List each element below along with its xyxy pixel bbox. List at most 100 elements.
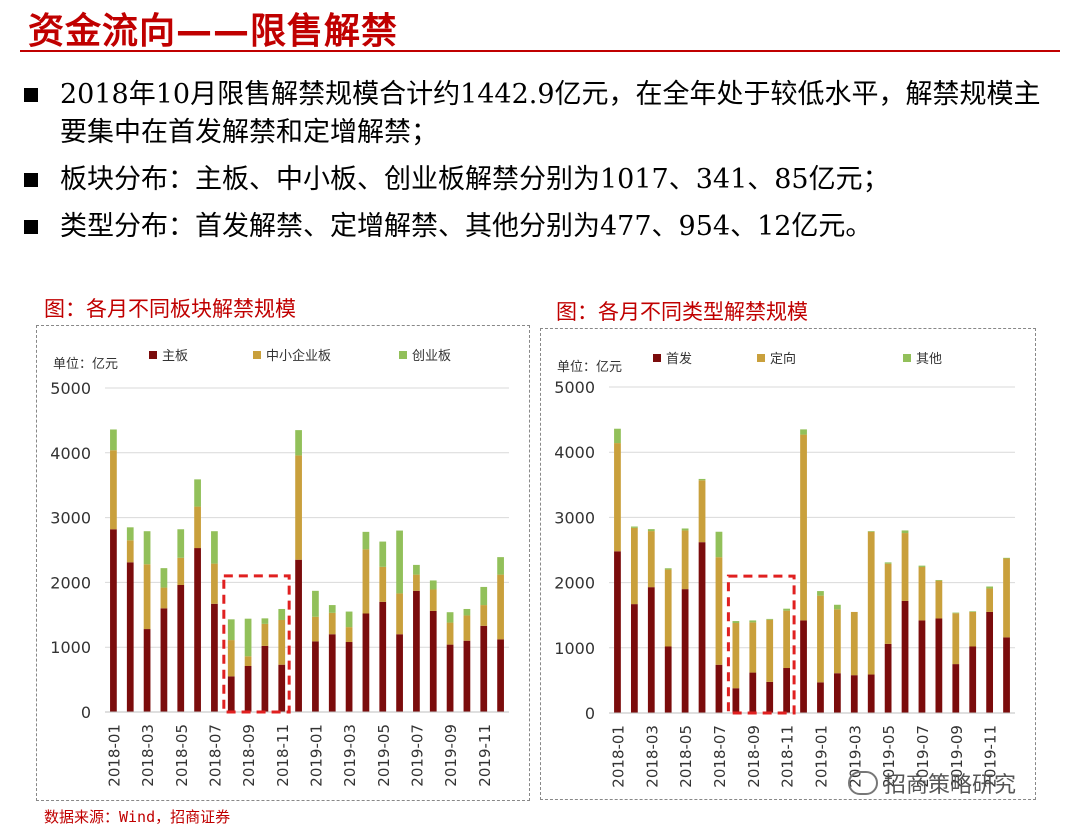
bar-segment — [177, 557, 185, 585]
bar-segment — [918, 620, 926, 713]
bar-segment — [463, 615, 471, 641]
wechat-icon — [848, 771, 878, 795]
bar-segment — [698, 480, 706, 543]
bar-segment — [261, 645, 269, 712]
bar-segment — [614, 443, 621, 552]
x-tick-label: 2018-11 — [274, 724, 292, 787]
bar-segment — [630, 527, 638, 605]
bar-segment — [647, 529, 655, 532]
bar-segment — [698, 542, 706, 713]
y-tick-label: 1000 — [50, 638, 91, 657]
bar-segment — [766, 618, 774, 620]
legend-label: 中小企业板 — [266, 348, 331, 364]
bar-segment — [630, 526, 638, 528]
x-tick-label: 2019-05 — [375, 724, 393, 787]
bar-segment — [783, 668, 791, 713]
bar-segment — [817, 591, 824, 596]
y-tick-label: 4000 — [554, 443, 595, 462]
bar-segment — [177, 529, 185, 558]
bar-segment — [429, 580, 437, 590]
bar-segment — [160, 587, 168, 609]
bar-segment — [935, 618, 943, 713]
bullet-text: 板块分布：主板、中小板、创业板解禁分别为1017、341、85亿元； — [60, 164, 890, 195]
bar-segment — [867, 674, 875, 713]
chart-type-svg: 0 1000 2000 3000 4000 5000 单位：亿元 首发 定向 其他 2018-01 2… — [554, 351, 1015, 788]
bar-segment — [480, 625, 488, 712]
y-tick-label: 3000 — [554, 508, 595, 527]
bullet-item: 2018年10月限售解禁规模合计约1442.9亿元，在全年处于较低水平，解禁规模… — [20, 76, 1065, 152]
bar-segment — [884, 562, 892, 564]
bar-segment — [244, 618, 252, 657]
bar-segment — [817, 682, 824, 713]
bar-segment — [952, 664, 960, 713]
bar-segment — [901, 600, 909, 713]
bar-segment — [446, 612, 454, 623]
bar-segment — [413, 564, 420, 575]
chart-title-type: 图：各月不同类型解禁规模 — [556, 300, 808, 324]
bar-segment — [278, 619, 286, 665]
bar-segment — [463, 640, 471, 712]
bullet-square-icon — [24, 220, 38, 234]
bar-segment — [379, 541, 387, 567]
y-tick-label: 5000 — [554, 378, 595, 397]
bar-segment — [194, 479, 201, 507]
legend-label: 创业板 — [412, 349, 451, 364]
bar-segment — [110, 450, 117, 530]
bar-segment — [732, 621, 740, 624]
y-tick-label: 4000 — [50, 444, 91, 463]
title-rule — [20, 50, 1060, 52]
bar-segment — [379, 566, 387, 602]
bar-segment — [800, 620, 807, 713]
bar-segment — [664, 569, 672, 647]
bar-segment — [362, 613, 370, 712]
bar-segment — [918, 565, 926, 567]
bar-segment — [345, 611, 353, 628]
bar-segment — [126, 527, 134, 541]
legend-swatch — [253, 351, 261, 359]
bar-segment — [783, 608, 791, 611]
legend-swatch — [757, 354, 765, 362]
bar-segment — [952, 612, 960, 614]
legend-label: 其他 — [916, 352, 942, 367]
bar-segment — [211, 531, 218, 564]
bar-segment — [278, 664, 286, 712]
bar-segment — [833, 609, 841, 674]
bar-segment — [901, 530, 909, 534]
highlight-box — [726, 574, 796, 715]
bar-segment — [647, 587, 655, 713]
bar-segment — [681, 528, 689, 531]
x-tick-label: 2018-01 — [105, 724, 123, 787]
bar-segment — [396, 530, 403, 594]
bar-segment — [884, 563, 892, 644]
bar-segment — [935, 580, 943, 619]
bar-segment — [867, 531, 875, 532]
bar-segment — [429, 589, 437, 611]
highlight-box — [222, 574, 291, 714]
bar-segment — [800, 429, 807, 435]
bullet-list: 2018年10月限售解禁规模合计约1442.9亿元，在全年处于较低水平，解禁规模… — [20, 76, 1065, 255]
bar-segment — [396, 634, 403, 712]
bar-segment — [261, 623, 269, 646]
bullet-item: 板块分布：主板、中小板、创业板解禁分别为1017、341、85亿元； — [20, 161, 1065, 199]
x-tick-label: 2019-11 — [982, 725, 1000, 788]
chart-panel-board: 0 1000 2000 3000 4000 5000 单位：亿元 主板 中小企业板 创业板 2018… — [36, 325, 530, 801]
watermark: 招商策略研究 — [848, 767, 1016, 799]
bar-segment — [396, 593, 403, 635]
x-tick-label: 2019-01 — [812, 725, 830, 788]
bar-segment — [244, 656, 252, 666]
bar-segment — [295, 559, 302, 712]
bar-segment — [143, 531, 151, 565]
bar-segment — [664, 646, 672, 713]
x-tick-label: 2019-11 — [476, 724, 494, 787]
bar-segment — [698, 478, 706, 481]
x-tick-label: 2018-09 — [745, 725, 763, 788]
bar-segment — [328, 612, 336, 635]
unit-label: 单位：亿元 — [557, 360, 622, 375]
y-tick-label: 1000 — [554, 639, 595, 658]
legend-swatch — [903, 354, 911, 362]
bar-segment — [177, 584, 185, 712]
x-tick-label: 2018-11 — [779, 725, 797, 788]
bar-segment — [429, 610, 437, 712]
bar-segment — [126, 562, 134, 712]
bar-segment — [278, 608, 286, 620]
